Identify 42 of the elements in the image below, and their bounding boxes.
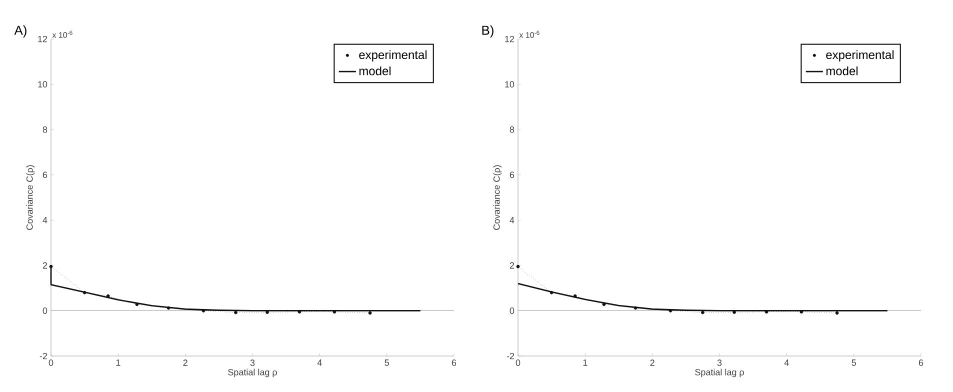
y-axis-title: Covariance C(ρ) — [493, 165, 502, 230]
y-tick-label: 0 — [510, 308, 514, 314]
x-tick-label: 3 — [717, 360, 722, 366]
legend-label: experimental — [359, 50, 427, 62]
y-axis-title: Covariance C(ρ) — [26, 165, 35, 230]
x-tick-label: 5 — [384, 360, 389, 366]
y-tick-label: 12 — [38, 36, 48, 42]
y-tick-label: 8 — [42, 126, 48, 133]
y-tick-label: 4 — [510, 217, 514, 224]
y-tick-label: 0 — [42, 308, 48, 314]
x-tick-label: 0 — [48, 360, 54, 366]
chart-title: B) — [482, 25, 494, 38]
x-axis-title: Spatial lag ρ — [228, 368, 277, 378]
y-tick-label: 2 — [42, 262, 48, 269]
x-tick-label: 6 — [452, 360, 456, 366]
x-tick-label: 2 — [183, 360, 188, 366]
x-axis-title: Spatial lag ρ — [695, 368, 744, 378]
y-tick-label: -2 — [506, 352, 514, 360]
y-tick-label: 8 — [510, 126, 514, 133]
x-tick-label: 6 — [918, 360, 924, 366]
y-tick-label: 6 — [42, 172, 48, 178]
legend-label: experimental — [826, 50, 894, 62]
x-tick-label: 5 — [852, 360, 856, 366]
y-tick-label: -2 — [40, 352, 48, 360]
text: x 10$^{-6}$ — [52, 30, 72, 38]
y-tick-label: 6 — [510, 172, 514, 178]
y-tick-label: 2 — [510, 262, 514, 269]
text: x 10$^{-6}$ — [519, 30, 540, 38]
legend-label: model — [826, 66, 858, 76]
x-tick-label: 2 — [650, 360, 654, 366]
x-tick-label: 4 — [317, 360, 322, 366]
y-tick-label: 10 — [505, 81, 514, 88]
y-tick-label: 12 — [505, 36, 514, 42]
x-tick-label: 1 — [583, 360, 588, 366]
x-tick-label: 0 — [516, 360, 520, 366]
chart-title: A) — [14, 25, 26, 38]
legend-label: model — [359, 66, 391, 76]
y-tick-label: 10 — [38, 81, 48, 88]
x-tick-label: 1 — [116, 360, 120, 366]
y-tick-label: 4 — [42, 217, 48, 224]
x-tick-label: 3 — [250, 360, 255, 366]
x-tick-label: 4 — [784, 360, 789, 366]
